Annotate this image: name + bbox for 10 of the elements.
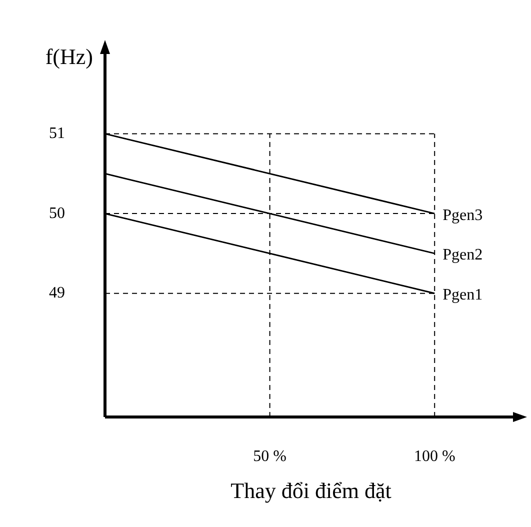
y-tick-label: 50 [49,204,65,222]
x-tick-label: 100 % [414,448,456,465]
series-label: Pgen1 [442,286,483,304]
y-tick-label: 51 [49,124,65,142]
x-axis-title: Thay đổi điểm đặt [230,478,392,503]
y-tick-label: 49 [49,284,65,302]
y-axis-title: f(Hz) [45,44,93,69]
series-label: Pgen2 [442,246,483,264]
series-label: Pgen3 [442,206,483,224]
x-tick-label: 50 % [253,448,286,465]
